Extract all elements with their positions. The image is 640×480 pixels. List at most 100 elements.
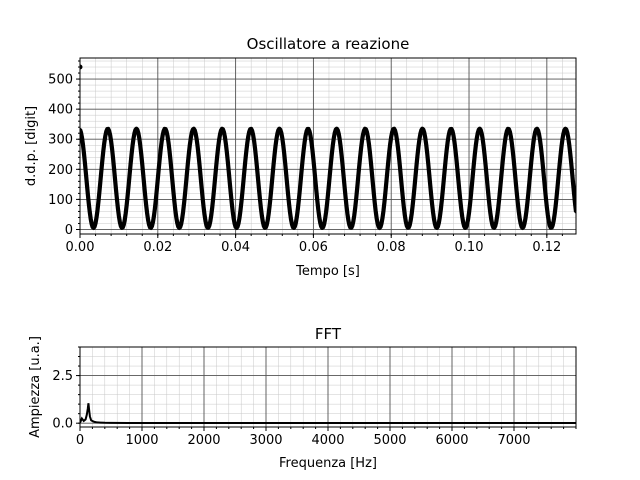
oscillator-data-point [294, 220, 298, 225]
oscillator-data-point [96, 199, 101, 203]
oscillator-data-point [556, 174, 561, 179]
oscillator-data-point [517, 208, 521, 213]
oscillator-data-point [404, 219, 408, 224]
oscillator-data-point [93, 221, 98, 225]
oscillator-data-point [201, 204, 206, 209]
oscillator-data-point [414, 163, 419, 168]
oscillator-data-point [89, 217, 93, 221]
oscillator-data-point [342, 184, 347, 188]
oscillator-data-point [484, 173, 489, 177]
oscillator-data-point [269, 184, 274, 188]
oscillator-data-point [569, 160, 573, 164]
oscillator-plot-frame [79, 57, 577, 235]
fft-x-tick-label: 1000 [125, 433, 158, 448]
oscillator-data-point [464, 225, 468, 229]
oscillator-data-point [361, 132, 365, 137]
fft-x-tick-label: 3000 [249, 433, 282, 448]
oscillator-data-point [403, 213, 407, 217]
oscillator-data-point [307, 129, 312, 133]
oscillator-data-point [454, 157, 458, 161]
fft-ticks: 0 1000 2000 3000 4000 5000 6000 7000 0.0 2.5 [52, 346, 577, 448]
oscillator-data-point [209, 213, 213, 217]
oscillator-data-point [512, 158, 516, 163]
oscillator-data-point [159, 147, 163, 151]
oscillator-data-point [480, 131, 484, 135]
oscillator-data-point [411, 195, 416, 199]
oscillator-data-point [237, 216, 242, 220]
oscillator-data-point [186, 160, 190, 165]
oscillator-data-point [228, 181, 232, 185]
oscillator-data-point [321, 225, 325, 229]
oscillator-data-point [332, 136, 336, 140]
oscillator-data-point [371, 180, 375, 184]
oscillator-data-point [331, 143, 335, 147]
oscillator-data-point [80, 135, 84, 140]
oscillator-data-point [247, 130, 251, 134]
oscillator-data-point [282, 152, 286, 156]
oscillator-data-point [121, 225, 125, 230]
oscillator-data-point [221, 127, 225, 131]
oscillator-data-point [202, 212, 207, 217]
oscillator-data-point [180, 217, 184, 221]
oscillator-data-point [336, 128, 340, 132]
oscillator-data-point [345, 212, 350, 216]
oscillator-data-point [555, 185, 560, 189]
oscillator-data-point [296, 207, 300, 211]
oscillator-data-point [447, 134, 451, 138]
oscillator-data-point [289, 217, 293, 222]
fft-x-tick-label: 5000 [373, 433, 406, 448]
oscillator-data-point [174, 215, 178, 219]
oscillator-data-point [367, 141, 371, 146]
oscillator-data-point [412, 184, 417, 189]
oscillator-data-point [224, 142, 228, 146]
oscillator-data-point [374, 209, 378, 213]
oscillator-data-point [445, 148, 449, 152]
oscillator-data-point [197, 154, 201, 158]
oscillator-data-point [437, 221, 441, 225]
oscillator-data-point [216, 146, 220, 150]
fft-x-axis-label: Frequenza [Hz] [279, 456, 377, 471]
oscillator-data-point [497, 197, 501, 201]
oscillator-data-point [539, 146, 543, 150]
oscillator-data-point [529, 160, 533, 164]
oscillator-data-point [565, 130, 569, 134]
oscillator-data-point [261, 220, 265, 224]
oscillator-data-point [441, 189, 445, 193]
oscillator-data-point [81, 142, 85, 146]
oscillator-data-point [428, 182, 432, 186]
oscillator-data-point [314, 189, 318, 193]
oscillator-data-point [436, 224, 440, 229]
oscillator-data-point [287, 202, 291, 206]
oscillator-data-point [183, 192, 187, 196]
oscillator-data-point [410, 212, 414, 216]
oscillator-data-point [354, 196, 358, 201]
oscillator-data-point [503, 139, 507, 143]
oscillator-outlier-point [80, 64, 83, 70]
oscillator-data-point [438, 215, 442, 219]
oscillator-data-point [561, 132, 565, 136]
oscillator-y-axis-label: d.d.p. [digit] [24, 106, 39, 186]
oscillator-data-point [493, 224, 497, 228]
oscillator-data-point [128, 162, 133, 166]
oscillator-data-point [243, 159, 247, 163]
oscillator-data-point [215, 155, 219, 159]
oscillator-data-point [271, 163, 276, 167]
oscillator-data-point [413, 174, 418, 178]
oscillator-data-point [364, 127, 368, 131]
oscillator-data-point [353, 205, 357, 210]
oscillator-data-point [283, 161, 287, 166]
oscillator-data-point [301, 157, 305, 161]
oscillator-x-tick-label: 0.12 [532, 240, 561, 255]
oscillator-data-point [340, 153, 344, 158]
oscillator-data-point [418, 132, 422, 136]
oscillator-data-point [290, 222, 294, 227]
oscillator-data-point [567, 142, 571, 146]
oscillator-data-point [323, 217, 327, 221]
oscillator-data-point [101, 149, 105, 153]
oscillator-data-point [359, 146, 363, 150]
oscillator-data-point [143, 193, 147, 197]
oscillator-data-point [511, 149, 515, 153]
oscillator-data-point [351, 219, 355, 224]
oscillator-data-point [175, 221, 179, 225]
oscillator-data-point [168, 158, 173, 162]
